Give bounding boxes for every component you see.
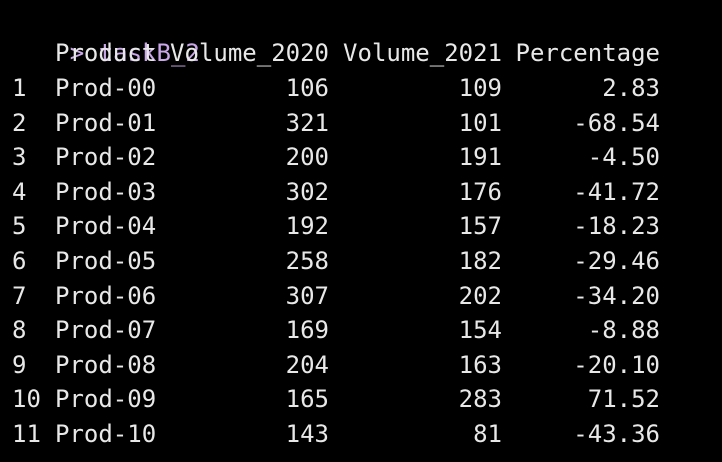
cell-percentage: -68.54 bbox=[573, 108, 660, 137]
cell-percentage: 2.83 bbox=[602, 74, 660, 102]
cell-percentage: -4.50 bbox=[587, 143, 660, 172]
cell-volume-2021: 154 bbox=[458, 316, 502, 345]
cell-product: Prod-03 bbox=[55, 177, 157, 206]
table-header-row: Product Volume_2020 Volume_2021 Percenta… bbox=[0, 36, 722, 70]
cell-volume-2020: 204 bbox=[285, 350, 329, 379]
row-index: 7 bbox=[12, 281, 27, 310]
row-index: 8 bbox=[12, 316, 27, 345]
header-volume-2021: Volume_2021 bbox=[343, 39, 502, 67]
cell-percentage: -18.23 bbox=[573, 212, 660, 241]
cell-volume-2021: 101 bbox=[458, 108, 502, 137]
table-row: 9 Prod-08 204 163 -20.10 bbox=[0, 348, 722, 382]
prompt-symbol: > bbox=[69, 39, 85, 67]
cell-volume-2020: 258 bbox=[285, 247, 329, 275]
cell-volume-2021: 163 bbox=[458, 350, 502, 379]
table-row: 4 Prod-03 302 176 -41.72 bbox=[0, 175, 722, 209]
cell-product: Prod-06 bbox=[55, 281, 157, 310]
cell-product: Prod-08 bbox=[55, 350, 157, 379]
cell-volume-2020: 106 bbox=[285, 74, 329, 102]
table-row: 11 Prod-10 143 81 -43.36 bbox=[0, 417, 722, 451]
cell-volume-2021: 182 bbox=[458, 247, 502, 275]
cell-volume-2021: 109 bbox=[458, 74, 502, 102]
cell-volume-2020: 307 bbox=[285, 281, 329, 310]
table-row: 2 Prod-01 321 101 -68.54 bbox=[0, 106, 722, 140]
cell-volume-2020: 143 bbox=[285, 420, 329, 448]
cell-product: Prod-09 bbox=[55, 385, 157, 414]
cell-product: Prod-02 bbox=[55, 143, 157, 172]
cell-percentage: -20.10 bbox=[573, 350, 660, 379]
cell-volume-2020: 192 bbox=[285, 212, 329, 241]
cell-volume-2021: 191 bbox=[458, 143, 502, 172]
cell-percentage: -8.88 bbox=[587, 316, 660, 345]
row-index: 9 bbox=[12, 350, 27, 379]
header-percentage: Percentage bbox=[515, 39, 661, 67]
cell-volume-2021: 81 bbox=[473, 420, 502, 448]
table-row: 7 Prod-06 307 202 -34.20 bbox=[0, 279, 722, 313]
cell-percentage: -34.20 bbox=[573, 281, 660, 310]
cell-volume-2020: 165 bbox=[285, 385, 329, 414]
header-volume-2020: Volume_2020 bbox=[170, 39, 329, 67]
console-prompt-line: > taskB_2 bbox=[12, 2, 200, 67]
cell-product: Prod-05 bbox=[55, 247, 157, 275]
cell-percentage: -43.36 bbox=[573, 420, 660, 448]
cell-product: Prod-01 bbox=[55, 108, 157, 137]
table-row: 8 Prod-07 169 154 -8.88 bbox=[0, 313, 722, 347]
row-index: 1 bbox=[12, 74, 27, 102]
cell-volume-2020: 321 bbox=[285, 108, 329, 137]
cell-volume-2021: 202 bbox=[458, 281, 502, 310]
cell-percentage: -41.72 bbox=[573, 177, 660, 206]
cell-percentage: -29.46 bbox=[573, 247, 660, 275]
header-product: Product bbox=[55, 39, 157, 67]
row-index: 2 bbox=[12, 108, 27, 137]
cell-product: Prod-00 bbox=[55, 74, 157, 102]
table-row: 6 Prod-05 258 182 -29.46 bbox=[0, 244, 722, 278]
cell-volume-2020: 200 bbox=[285, 143, 329, 172]
row-index: 10 bbox=[12, 385, 41, 414]
cell-percentage: 71.52 bbox=[587, 385, 660, 414]
row-index: 5 bbox=[12, 212, 27, 241]
table-row: 5 Prod-04 192 157 -18.23 bbox=[0, 209, 722, 243]
row-index: 3 bbox=[12, 143, 27, 172]
row-index: 4 bbox=[12, 177, 27, 206]
cell-volume-2020: 169 bbox=[285, 316, 329, 345]
table-row: 3 Prod-02 200 191 -4.50 bbox=[0, 140, 722, 174]
table-row: 1 Prod-00 106 109 2.83 bbox=[0, 71, 722, 105]
table-row: 10 Prod-09 165 283 71.52 bbox=[0, 382, 722, 416]
cell-volume-2021: 283 bbox=[458, 385, 502, 414]
cell-product: Prod-07 bbox=[55, 316, 157, 345]
cell-volume-2021: 157 bbox=[458, 212, 502, 241]
cell-volume-2021: 176 bbox=[458, 177, 502, 206]
cell-volume-2020: 302 bbox=[285, 177, 329, 206]
cell-product: Prod-04 bbox=[55, 212, 157, 241]
console-command: taskB_2 bbox=[98, 39, 200, 67]
row-index: 6 bbox=[12, 247, 27, 275]
row-index: 11 bbox=[12, 420, 41, 448]
cell-product: Prod-10 bbox=[55, 420, 157, 448]
